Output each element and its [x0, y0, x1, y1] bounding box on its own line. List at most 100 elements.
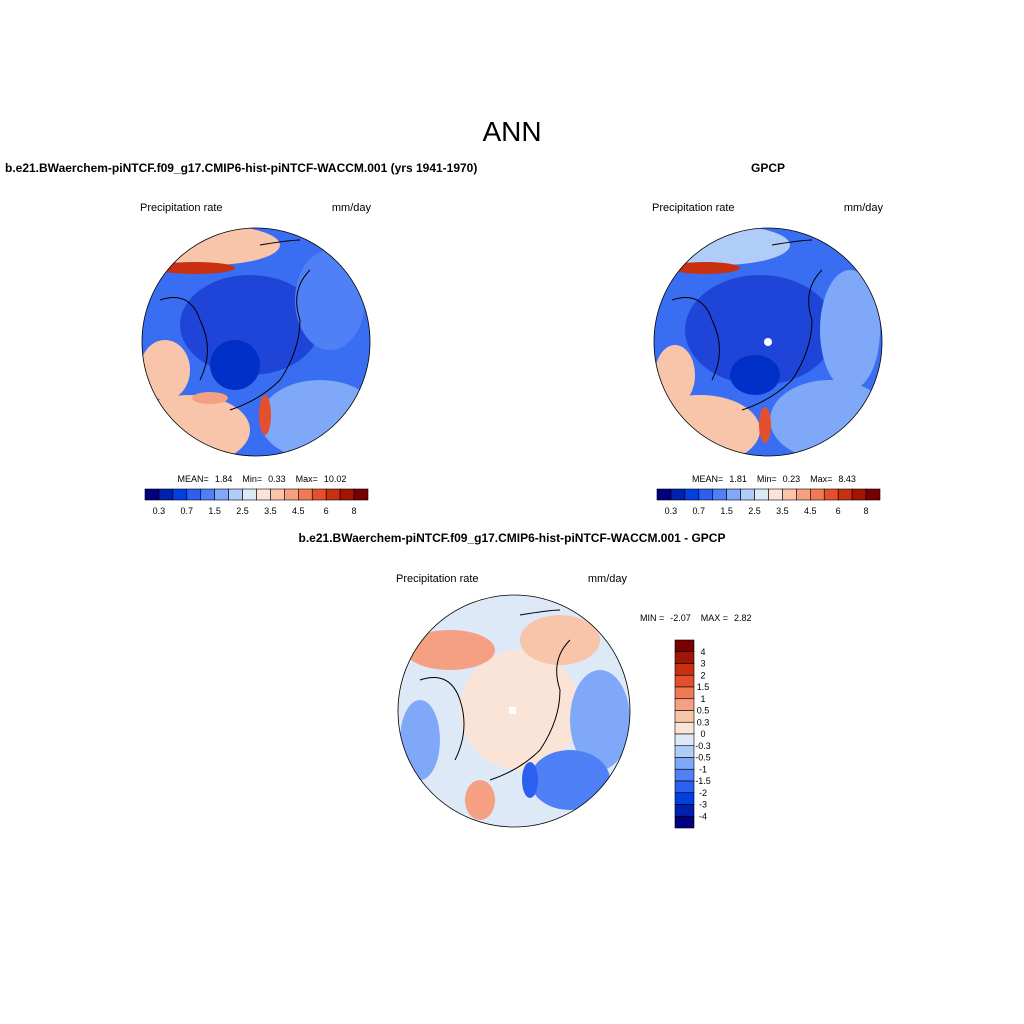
colorbar-swatch	[284, 488, 299, 501]
stat-text: 0.33	[268, 474, 286, 484]
colorbar-label: 3.5	[264, 506, 277, 516]
panel-title: b.e21.BWaerchem-piNTCF.f09_g17.CMIP6-his…	[5, 161, 477, 175]
colorbar-swatch	[796, 488, 811, 501]
colorbar-swatch	[228, 488, 243, 501]
stat-text: 2.82	[734, 613, 752, 623]
figure-title: ANN	[482, 116, 541, 147]
colorbar-swatch	[214, 488, 229, 501]
stat-text: Min=	[242, 474, 262, 484]
colorbar-swatch	[242, 488, 257, 501]
colorbar-swatch	[674, 686, 695, 700]
colorbar-label: -2	[699, 788, 707, 798]
colorbar-swatch	[865, 488, 881, 501]
colorbar-swatch	[674, 745, 695, 758]
stat-text: 0.23	[783, 474, 801, 484]
colorbar-swatch	[768, 488, 783, 501]
colorbar-label: -0.3	[695, 741, 711, 751]
stat-text: 1.84	[215, 474, 233, 484]
stat-text: MEAN=	[692, 474, 723, 484]
field-label: Precipitation rate	[396, 573, 479, 585]
colorbar-label: 8	[864, 506, 869, 516]
colorbar-swatch	[740, 488, 755, 501]
unit-label: mm/day	[332, 202, 372, 214]
stat-text: Min=	[757, 474, 777, 484]
colorbar-swatch	[810, 488, 825, 501]
colorbar-swatch	[851, 488, 867, 501]
colorbar-label: 0	[700, 729, 705, 739]
stat-text: Max=	[296, 474, 318, 484]
colorbar-label: 4.5	[804, 506, 817, 516]
colorbar-label: 1.5	[720, 506, 733, 516]
colorbar-swatch	[674, 768, 695, 782]
panel-title: GPCP	[751, 161, 785, 175]
colorbar-label: 3	[700, 659, 705, 669]
colorbar-swatch	[674, 815, 695, 829]
colorbar: 0.3 0.7 1.5 2.5 3.5 4.5 6 8	[144, 488, 369, 516]
stat-text: 8.43	[838, 474, 856, 484]
stat-text: MAX =	[701, 613, 728, 623]
colorbar-label: 1	[700, 694, 705, 704]
colorbar-swatch	[698, 488, 714, 501]
colorbar-swatch	[674, 698, 695, 711]
stat-text: MEAN=	[178, 474, 209, 484]
colorbar-swatch	[270, 488, 285, 501]
colorbar-swatch	[823, 488, 839, 501]
colorbar-label: -1.5	[695, 776, 711, 786]
colorbar-swatch	[186, 488, 202, 501]
stat-text: MIN =	[640, 613, 664, 623]
colorbar-label: 1.5	[208, 506, 221, 516]
stat-text: -2.07	[670, 613, 691, 623]
colorbar-label: -0.5	[695, 753, 711, 763]
colorbar-swatch	[782, 488, 797, 501]
colorbar-swatch	[712, 488, 727, 501]
colorbar-swatch	[684, 488, 700, 501]
colorbar-label: 6	[324, 506, 329, 516]
colorbar-swatch	[656, 488, 672, 501]
stat-text: Max=	[810, 474, 832, 484]
colorbar-swatch	[158, 488, 174, 501]
colorbar-label: 4.5	[292, 506, 305, 516]
colorbar-swatch	[674, 674, 695, 688]
stats: MEAN= 1.81 Min= 0.23 Max= 8.43	[692, 474, 856, 484]
colorbar-label: -3	[699, 800, 707, 810]
colorbar-swatch	[674, 710, 695, 723]
stats: MEAN= 1.84 Min= 0.33 Max= 10.02	[178, 474, 347, 484]
colorbar-swatch	[837, 488, 853, 501]
stat-text: 10.02	[324, 474, 347, 484]
colorbar-swatch	[311, 488, 327, 501]
colorbar-swatch	[674, 639, 695, 653]
map	[654, 228, 882, 456]
colorbar-swatch	[674, 721, 695, 735]
colorbar-swatch	[674, 804, 695, 817]
colorbar-swatch	[144, 488, 160, 501]
colorbar-swatch	[298, 488, 313, 501]
colorbar-label: 4	[700, 647, 705, 657]
colorbar-swatch	[674, 792, 695, 805]
colorbar-label: 2.5	[236, 506, 249, 516]
colorbar-label: 0.3	[697, 717, 710, 727]
colorbar-label: 0.3	[153, 506, 166, 516]
colorbar-swatch	[353, 488, 369, 501]
field-label: Precipitation rate	[652, 202, 735, 214]
colorbar-swatch	[674, 651, 695, 664]
colorbar-swatch	[339, 488, 355, 501]
stat-text: 1.81	[729, 474, 747, 484]
colorbar: 0.3 0.7 1.5 2.5 3.5 4.5 6 8	[656, 488, 881, 516]
unit-label: mm/day	[588, 573, 628, 585]
colorbar-swatch	[726, 488, 741, 501]
field-label: Precipitation rate	[140, 202, 223, 214]
colorbar-swatch	[256, 488, 271, 501]
colorbar-label: 0.7	[181, 506, 194, 516]
colorbar-swatch	[670, 488, 686, 501]
unit-label: mm/day	[844, 202, 884, 214]
colorbar-label: 3.5	[776, 506, 789, 516]
colorbar-label: 0.7	[693, 506, 706, 516]
colorbar: 4 32 1.5 1 0.50.3 0 -0.3 -0.5-1 -1.5 -2 -3-4	[674, 639, 711, 829]
colorbar-label: 1.5	[697, 682, 710, 692]
colorbar-swatch	[674, 757, 695, 770]
panel-title: b.e21.BWaerchem-piNTCF.f09_g17.CMIP6-his…	[299, 531, 726, 545]
colorbar-label: 6	[836, 506, 841, 516]
colorbar-label: -4	[699, 811, 707, 821]
colorbar-swatch	[754, 488, 769, 501]
